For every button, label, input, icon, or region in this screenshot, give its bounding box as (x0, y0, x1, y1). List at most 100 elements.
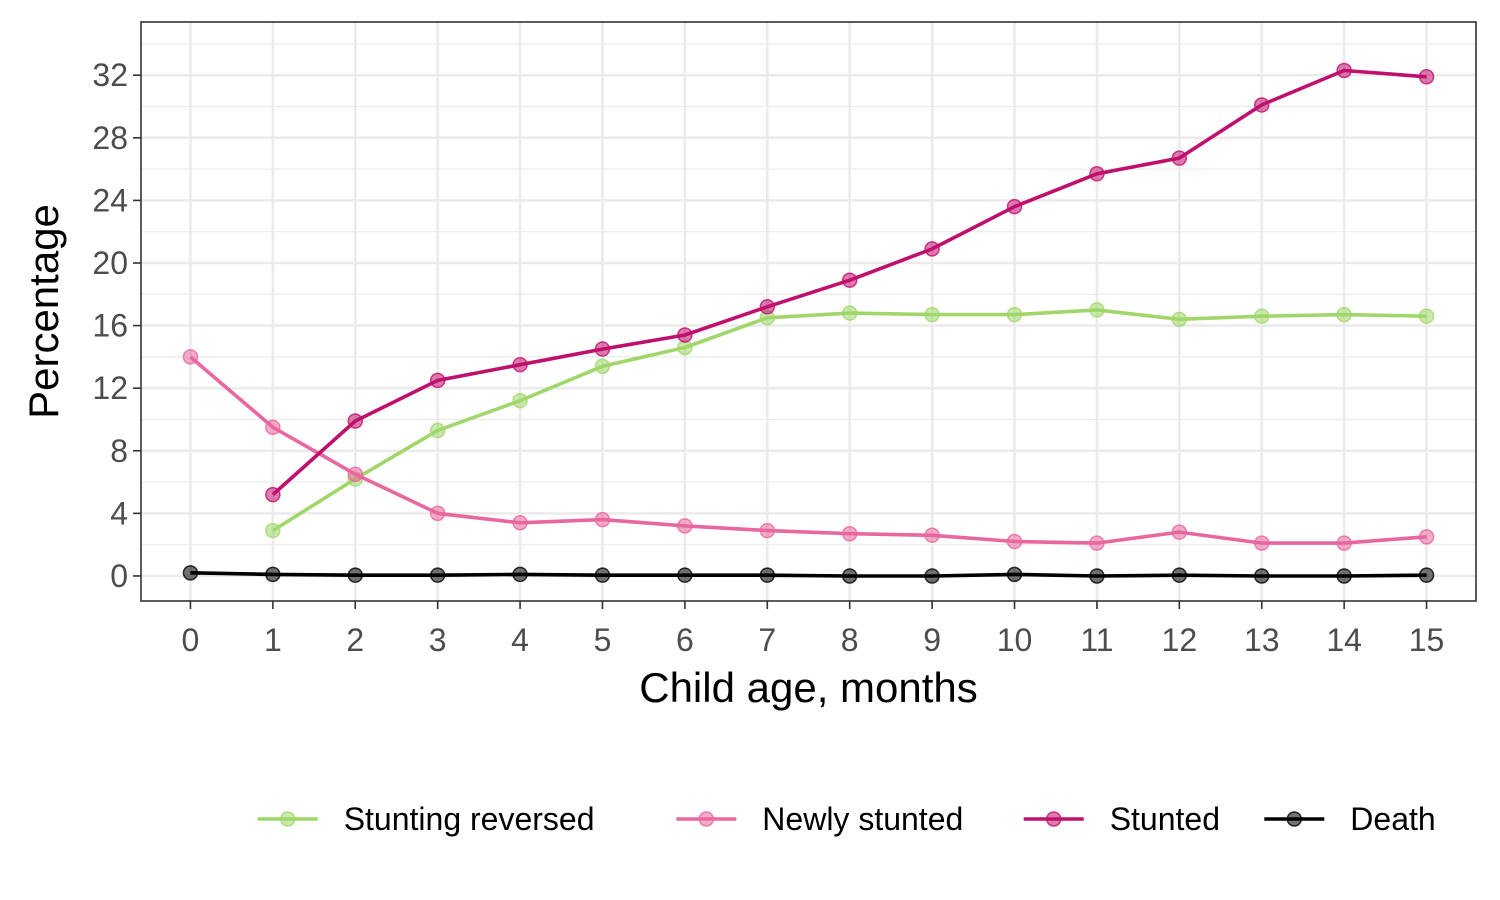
x-tick-label: 7 (758, 622, 776, 658)
series-line (190, 571, 1427, 578)
x-tick-label: 9 (923, 622, 941, 658)
legend-item-stunted: Stunted (1023, 801, 1220, 837)
x-tick-label: 15 (1409, 622, 1445, 658)
data-point (924, 241, 940, 257)
legend-item-newly-stunted: Newly stunted (676, 801, 963, 837)
legend-key-point (279, 811, 296, 827)
data-point (759, 299, 776, 315)
data-point (429, 505, 446, 522)
y-tick-label: 20 (92, 245, 128, 281)
series-stunted (265, 62, 1435, 503)
data-point (1089, 568, 1105, 584)
data-point (1171, 150, 1188, 166)
x-tick-label: 12 (1162, 622, 1198, 658)
legend-label: Newly stunted (762, 801, 963, 837)
data-point (594, 341, 611, 357)
data-point (512, 566, 528, 583)
data-point (1006, 566, 1023, 583)
series-line (189, 355, 1427, 545)
x-tick-label: 8 (841, 622, 859, 658)
data-point (429, 422, 446, 439)
data-point (1089, 302, 1105, 318)
data-point (512, 356, 528, 373)
data-point (1336, 568, 1352, 584)
y-tick-label: 16 (92, 308, 128, 344)
data-point (1171, 311, 1188, 328)
legend-label: Stunted (1110, 801, 1220, 837)
legend-key-point (1286, 811, 1303, 827)
y-tick-label: 24 (92, 182, 128, 218)
legend: Stunting reversed Newly stunted Stunted Dea… (257, 801, 1436, 837)
data-point (182, 349, 199, 365)
data-point (1089, 166, 1105, 182)
data-point (924, 527, 940, 544)
data-point (1171, 524, 1188, 540)
data-point (1006, 306, 1023, 323)
x-tick-label: 6 (676, 622, 694, 658)
y-tick-label: 28 (92, 120, 128, 156)
data-point (841, 568, 858, 584)
data-point (677, 518, 693, 534)
x-tick-label: 1 (264, 622, 282, 658)
data-point (1253, 535, 1270, 551)
data-point (594, 358, 611, 375)
data-point (1006, 533, 1023, 550)
data-point (1253, 97, 1270, 113)
y-tick-label: 32 (92, 57, 128, 93)
x-tick-label: 5 (594, 622, 612, 658)
data-point (924, 568, 940, 584)
x-tick-label: 0 (182, 622, 200, 658)
data-point (182, 565, 199, 581)
data-point (347, 567, 364, 583)
data-point (841, 305, 858, 321)
x-tick-label: 4 (511, 622, 529, 658)
data-point (1171, 567, 1188, 583)
data-point (347, 413, 364, 429)
data-point (841, 525, 858, 542)
data-point (1336, 306, 1352, 323)
y-tick-label: 0 (110, 558, 128, 594)
legend-key-point (1045, 811, 1062, 827)
data-point (1253, 308, 1270, 324)
grid (141, 22, 1476, 601)
y-tick-label: 12 (92, 370, 128, 406)
data-point (1418, 69, 1435, 85)
x-tick-label: 11 (1080, 622, 1113, 658)
data-point (347, 466, 364, 482)
data-point (677, 567, 693, 583)
data-point (265, 419, 281, 436)
series-layer (182, 62, 1435, 584)
data-point (594, 511, 611, 528)
data-point (759, 567, 776, 583)
y-tick-label: 8 (110, 433, 128, 469)
data-point (429, 372, 446, 389)
data-point (1006, 198, 1023, 215)
data-point (1336, 62, 1352, 79)
panel-border (140, 21, 1477, 602)
legend-label: Stunting reversed (344, 801, 595, 837)
data-point (841, 272, 858, 288)
x-tick-label: 13 (1244, 622, 1280, 658)
y-tick-label: 4 (110, 495, 128, 531)
data-point (1336, 535, 1352, 551)
data-point (1418, 529, 1435, 545)
data-point (1418, 308, 1435, 324)
data-point (429, 567, 446, 583)
y-axis-title: Percentage (20, 204, 67, 419)
data-point (924, 306, 940, 323)
x-axis-title: Child age, months (639, 664, 978, 711)
x-tick-label: 2 (346, 622, 364, 658)
data-point (265, 486, 281, 503)
legend-label: Death (1350, 801, 1435, 837)
x-tick-label: 14 (1326, 622, 1362, 658)
series-stunting-reversed (265, 302, 1435, 539)
data-point (1418, 567, 1435, 583)
series-newly-stunted (182, 349, 1435, 551)
data-point (512, 515, 528, 531)
data-point (594, 567, 611, 583)
data-point (677, 327, 693, 343)
legend-item-death: Death (1264, 801, 1436, 837)
x-tick-label: 3 (429, 622, 447, 658)
